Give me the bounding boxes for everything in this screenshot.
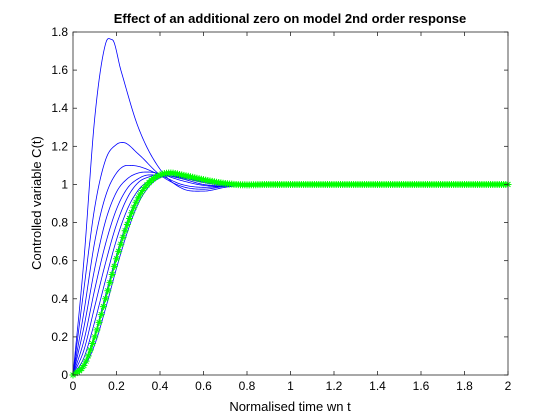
series-marker [139, 186, 147, 194]
y-tick-label: 1 [61, 177, 68, 191]
y-tick-label: 0.6 [51, 254, 68, 268]
series-marker [91, 333, 99, 341]
series-marker [132, 198, 140, 206]
x-tick-label: 0.4 [152, 379, 169, 393]
x-tick-label: 0.8 [239, 379, 256, 393]
series-marker [173, 170, 181, 178]
series-marker [121, 227, 129, 235]
series-marker [106, 279, 114, 287]
series-marker [82, 357, 90, 365]
series-marker [156, 171, 164, 179]
y-axis-label: Controlled variable C(t) [29, 136, 44, 270]
series-marker [126, 214, 134, 222]
series-marker [73, 368, 81, 376]
series-marker [99, 303, 107, 311]
y-axis-ticks: 0 0.2 0.4 0.6 0.8 1 1.2 1.4 1.6 1.8 [51, 25, 508, 382]
series-10 [69, 169, 512, 379]
series-marker [86, 346, 94, 354]
plot-area [73, 32, 508, 375]
x-tick-label: 0.6 [195, 379, 212, 393]
x-tick-label: 0 [70, 379, 77, 393]
series-marker [123, 220, 131, 228]
y-tick-label: 1.6 [51, 63, 68, 77]
x-axis-ticks: 0 0.2 0.4 0.6 0.8 1 1.2 1.4 1.6 1.8 2 [70, 32, 512, 393]
x-tick-label: 1 [287, 379, 294, 393]
y-tick-label: 0.2 [51, 330, 68, 344]
x-tick-label: 1.6 [413, 379, 430, 393]
series-marker [97, 311, 105, 319]
series-marker [158, 170, 166, 178]
series-marker [128, 209, 136, 217]
y-tick-label: 0 [61, 368, 68, 382]
series-marker [130, 203, 138, 211]
series-marker [113, 255, 120, 263]
series-marker [115, 247, 123, 255]
series-marker [102, 295, 110, 303]
series-marker [108, 270, 116, 278]
y-tick-label: 0.8 [51, 216, 68, 230]
series-marker [80, 361, 88, 369]
series-marker [119, 233, 127, 241]
series-marker [104, 287, 112, 295]
y-tick-label: 1.8 [51, 25, 68, 39]
series-marker [134, 194, 142, 202]
series-marker [110, 262, 118, 270]
x-tick-label: 1.4 [369, 379, 386, 393]
series-marker [78, 365, 86, 373]
series-marker [93, 326, 101, 334]
x-tick-label: 1.8 [456, 379, 473, 393]
series-marker [89, 340, 97, 348]
chart-title: Effect of an additional zero on model 2n… [114, 11, 467, 26]
series-marker [71, 369, 79, 377]
series-marker [84, 352, 92, 360]
y-tick-label: 0.4 [51, 292, 68, 306]
y-tick-label: 1.4 [51, 101, 68, 115]
series-marker [136, 190, 144, 198]
x-tick-label: 1.2 [326, 379, 343, 393]
series-marker [95, 318, 103, 326]
series-marker [154, 172, 162, 180]
series-marker [152, 173, 160, 181]
x-tick-label: 2 [505, 379, 512, 393]
series-marker [117, 240, 125, 248]
x-tick-label: 0.2 [108, 379, 125, 393]
series-layer [69, 38, 512, 379]
x-axis-label: Normalised time wn t [229, 399, 351, 414]
y-tick-label: 1.2 [51, 139, 68, 153]
